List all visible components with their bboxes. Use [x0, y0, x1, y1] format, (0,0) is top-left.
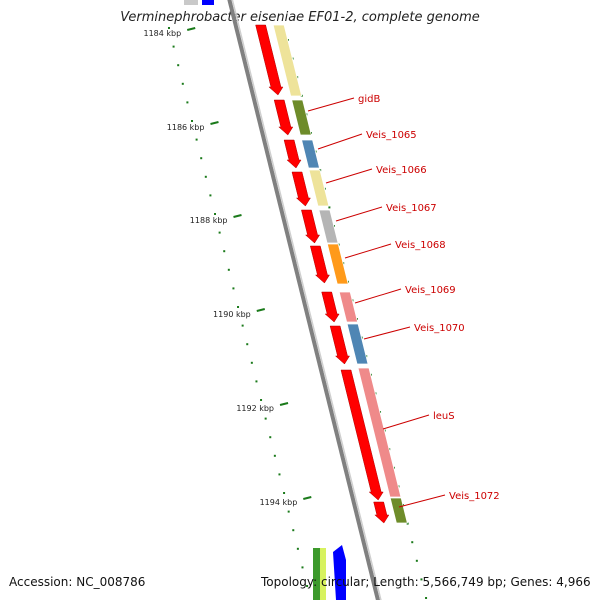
cog-box	[301, 139, 321, 169]
ruler-major-tick	[256, 308, 266, 312]
accession-text: Accession: NC_008786	[9, 575, 146, 589]
ruler-label: 1188 kbp	[190, 216, 228, 225]
edge-block-blue-arrow	[333, 545, 346, 600]
cds-arrow	[301, 209, 321, 244]
ruler-major-tick	[186, 27, 196, 31]
cds-track	[255, 24, 390, 524]
ruler-label: 1184 kbp	[144, 29, 182, 38]
map-title: Verminephrobacter eiseniae EF01-2, compl…	[120, 10, 480, 25]
cds-arrow	[321, 291, 340, 323]
cog-box	[308, 169, 330, 207]
cog-box	[346, 323, 369, 365]
cog-box	[389, 497, 408, 524]
label-leader	[335, 206, 383, 222]
gene-label: Veis_1067	[386, 203, 437, 214]
edge-block-green	[313, 548, 320, 600]
label-leader	[307, 97, 355, 112]
cds-arrow	[273, 99, 294, 136]
cog-track	[184, 0, 408, 600]
cds-arrow	[283, 139, 302, 169]
gene-label: Veis_1070	[414, 323, 465, 334]
cds-arrow	[309, 245, 330, 284]
cog-box	[357, 367, 402, 498]
gene-label: Veis_1066	[376, 165, 427, 176]
cog-box	[338, 291, 359, 323]
cds-arrow	[340, 369, 384, 501]
gene-labels: gidB Veis_1065 Veis_1066 Veis_1067 Veis_1068…	[307, 94, 500, 508]
label-leader	[363, 326, 411, 340]
label-leader	[382, 414, 430, 430]
backbone-highlight	[231, 0, 382, 600]
ruler-label: 1186 kbp	[167, 123, 205, 132]
label-leader	[325, 168, 373, 184]
gene-label: Veis_1065	[366, 130, 417, 141]
gene-label: Veis_1068	[395, 240, 446, 251]
label-leader	[344, 243, 392, 259]
cds-arrow	[291, 171, 311, 207]
cds-arrow	[373, 501, 390, 524]
gene-label: Veis_1072	[449, 491, 500, 502]
edge-block-lime	[320, 548, 326, 600]
backbone-line	[227, 0, 380, 600]
genome-summary-text: Topology: circular; Length: 5,566,749 bp…	[261, 575, 591, 589]
genome-backbone	[227, 0, 382, 600]
cog-box	[318, 209, 339, 244]
ruler-major-tick	[303, 496, 312, 500]
ruler-label: 1190 kbp	[213, 310, 251, 319]
gene-label: leuS	[433, 411, 455, 422]
cds-arrow	[329, 325, 350, 365]
edge-block-grey	[184, 0, 198, 5]
gene-label: gidB	[358, 94, 380, 105]
edge-block-blue	[202, 0, 214, 5]
ruler-major-tick	[279, 402, 289, 406]
cog-box	[272, 24, 303, 97]
gene-label: Veis_1069	[405, 285, 456, 296]
ruler-major-tick	[233, 214, 242, 218]
ruler-label: 1192 kbp	[236, 404, 274, 413]
label-leader	[354, 288, 402, 304]
ruler-label: 1194 kbp	[260, 498, 298, 507]
cds-arrow	[255, 24, 284, 96]
cog-box	[291, 99, 312, 136]
label-leader	[398, 494, 446, 508]
cog-box	[326, 243, 349, 285]
label-leader	[317, 133, 363, 150]
ruler-major-tick	[210, 121, 219, 125]
